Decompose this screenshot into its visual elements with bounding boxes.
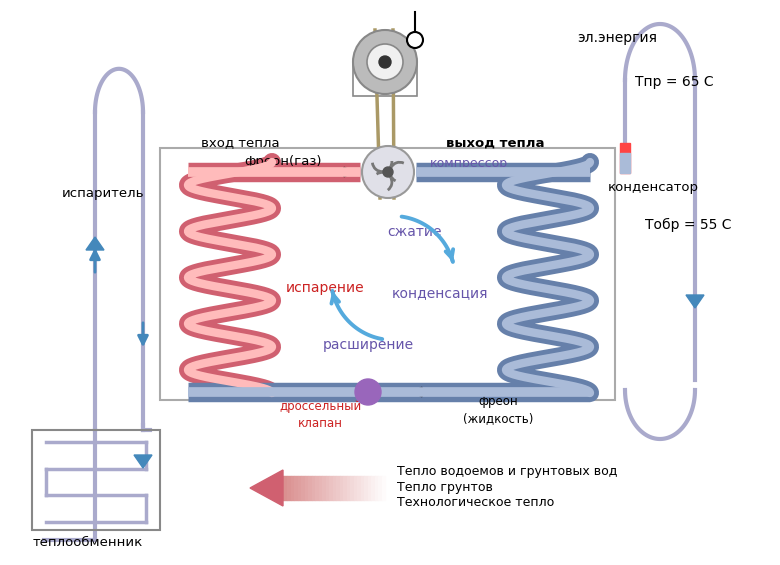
- Text: теплообменник: теплообменник: [33, 537, 143, 550]
- Polygon shape: [134, 455, 152, 468]
- Text: Тобр = 55 С: Тобр = 55 С: [645, 218, 732, 232]
- Bar: [620, 153, 630, 173]
- Polygon shape: [378, 476, 381, 499]
- Text: фреон(газ): фреон(газ): [244, 155, 321, 168]
- Polygon shape: [294, 476, 297, 499]
- Text: испаритель: испаритель: [62, 186, 144, 199]
- Bar: [620, 143, 630, 173]
- Polygon shape: [304, 476, 308, 499]
- Polygon shape: [374, 476, 378, 499]
- Circle shape: [383, 167, 393, 177]
- Polygon shape: [343, 476, 346, 499]
- Polygon shape: [322, 476, 325, 499]
- Text: расширение: расширение: [322, 338, 413, 352]
- Bar: [353, 62, 417, 96]
- Circle shape: [367, 44, 403, 80]
- Text: конденсация: конденсация: [392, 286, 488, 300]
- Polygon shape: [381, 476, 385, 499]
- Polygon shape: [315, 476, 318, 499]
- Polygon shape: [364, 476, 367, 499]
- Polygon shape: [301, 476, 304, 499]
- Circle shape: [379, 56, 391, 68]
- Polygon shape: [336, 476, 339, 499]
- Circle shape: [353, 30, 417, 94]
- Polygon shape: [325, 476, 329, 499]
- Polygon shape: [357, 476, 360, 499]
- Polygon shape: [287, 476, 290, 499]
- Polygon shape: [350, 476, 353, 499]
- Text: вход тепла: вход тепла: [200, 137, 279, 150]
- Circle shape: [355, 379, 381, 405]
- Text: дроссельный
клапан: дроссельный клапан: [279, 400, 361, 430]
- Circle shape: [407, 32, 423, 48]
- Text: выход тепла: выход тепла: [445, 137, 544, 150]
- Polygon shape: [250, 470, 283, 506]
- Polygon shape: [339, 476, 343, 499]
- Text: сжатие: сжатие: [388, 225, 442, 239]
- Text: конденсатор: конденсатор: [608, 181, 699, 194]
- Polygon shape: [360, 476, 364, 499]
- Text: испарение: испарение: [285, 281, 364, 295]
- Bar: [32, 430, 160, 530]
- Text: Тепло водоемов и грунтовых вод: Тепло водоемов и грунтовых вод: [397, 466, 618, 479]
- Text: эл.энергия: эл.энергия: [577, 31, 657, 45]
- Circle shape: [362, 146, 414, 198]
- Text: Тпр = 65 С: Тпр = 65 С: [635, 75, 714, 89]
- Polygon shape: [280, 476, 283, 499]
- Polygon shape: [318, 476, 322, 499]
- Polygon shape: [283, 476, 287, 499]
- Polygon shape: [346, 476, 350, 499]
- Polygon shape: [86, 237, 104, 250]
- Text: Технологическое тепло: Технологическое тепло: [397, 497, 555, 510]
- Text: Тепло грунтов: Тепло грунтов: [397, 481, 493, 494]
- Polygon shape: [290, 476, 294, 499]
- Text: фреон
(жидкость): фреон (жидкость): [463, 395, 534, 425]
- Text: компрессор: компрессор: [430, 157, 508, 170]
- Polygon shape: [329, 476, 332, 499]
- Polygon shape: [297, 476, 301, 499]
- Polygon shape: [367, 476, 371, 499]
- Polygon shape: [311, 476, 315, 499]
- Polygon shape: [371, 476, 374, 499]
- Polygon shape: [332, 476, 336, 499]
- Polygon shape: [308, 476, 311, 499]
- Bar: [160, 148, 615, 400]
- Polygon shape: [686, 295, 704, 308]
- Polygon shape: [353, 476, 357, 499]
